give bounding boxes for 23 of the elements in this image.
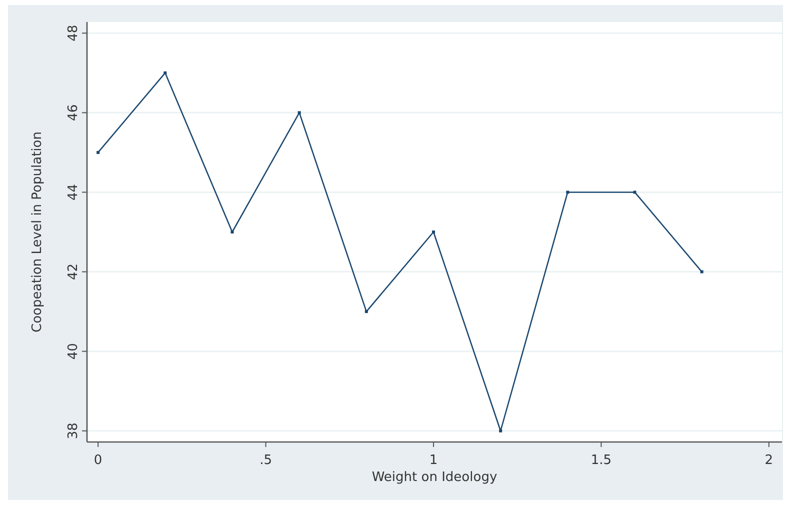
point bbox=[230, 230, 234, 234]
x-tick-label: 0 bbox=[94, 453, 102, 468]
y-tick-label: 40 bbox=[66, 343, 81, 360]
x-tick-label: 1.5 bbox=[590, 453, 612, 468]
y-tick-label: 38 bbox=[66, 422, 81, 440]
point bbox=[364, 310, 368, 314]
y-tick-label: 42 bbox=[66, 264, 81, 280]
point bbox=[499, 429, 502, 432]
y-tick-label: 48 bbox=[66, 24, 81, 42]
x-axis-title: Weight on Ideology bbox=[372, 470, 498, 485]
y-tick-label: 44 bbox=[66, 184, 81, 200]
point bbox=[566, 190, 570, 194]
x-tick-label: 1 bbox=[429, 453, 438, 468]
point bbox=[633, 190, 636, 194]
y-axis-title: Coopeation Level in Population bbox=[30, 132, 45, 332]
point bbox=[164, 71, 167, 74]
y-tick-label: 46 bbox=[66, 104, 81, 121]
x-tick-label: .5 bbox=[260, 453, 272, 468]
line-series bbox=[96, 71, 704, 432]
point bbox=[298, 111, 301, 114]
point bbox=[96, 150, 100, 154]
point bbox=[700, 270, 704, 274]
x-tick-label: 2 bbox=[764, 453, 774, 468]
